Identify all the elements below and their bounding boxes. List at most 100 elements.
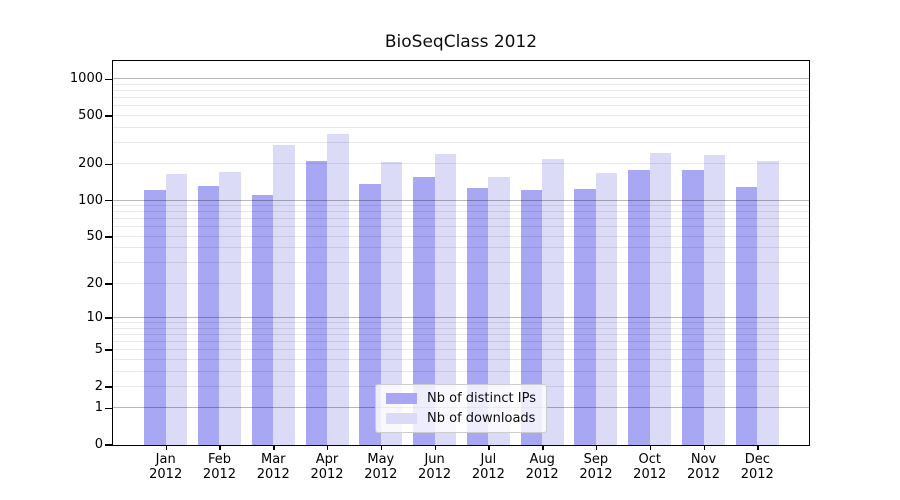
- bar-jul-distinct-ips: [466, 188, 489, 445]
- y-tick-5: [105, 349, 112, 351]
- y-label-100: 100: [78, 192, 103, 208]
- y-tick-0: [105, 444, 112, 446]
- x-label-year: 2012: [471, 467, 505, 482]
- x-label-month: Jan: [155, 452, 176, 467]
- bar-mar-downloads: [273, 144, 295, 445]
- y-tick-20: [105, 283, 112, 285]
- x-label-month: Jul: [480, 452, 497, 467]
- x-label-month: Mar: [260, 452, 286, 467]
- gridline-minor-600: [113, 105, 809, 107]
- gridline-minor-900: [113, 83, 809, 85]
- y-tick-1: [105, 407, 112, 409]
- x-label-year: 2012: [525, 467, 559, 482]
- x-label-jan: Jan 2012: [126, 452, 206, 482]
- x-label-month: Feb: [207, 452, 231, 467]
- y-label-2: 2: [94, 378, 103, 394]
- x-label-jul: Jul 2012: [448, 452, 528, 482]
- x-tick-mar: [273, 445, 275, 450]
- x-tick-dec: [757, 445, 759, 450]
- legend-item-downloads: Nb of downloads: [386, 412, 536, 425]
- x-label-month: Jun: [424, 452, 445, 467]
- x-tick-jul: [488, 445, 490, 450]
- x-label-year: 2012: [418, 467, 452, 482]
- gridline-minor-700: [113, 97, 809, 99]
- x-label-month: Dec: [744, 452, 770, 467]
- gridline-minor-300: [113, 141, 809, 143]
- plot-area: Nb of distinct IPs Nb of downloads: [112, 60, 810, 446]
- chart-title: BioSeqClass 2012: [384, 32, 538, 52]
- x-label-year: 2012: [686, 467, 721, 482]
- legend-swatch-downloads: [386, 413, 418, 424]
- bar-dec-distinct-ips: [735, 186, 758, 445]
- x-tick-sep: [595, 445, 598, 450]
- y-label-10: 10: [86, 310, 103, 326]
- y-tick-200: [105, 163, 112, 165]
- bar-jan-downloads: [165, 174, 188, 445]
- x-tick-jun: [434, 445, 436, 450]
- gridline-major-1000: [113, 78, 809, 80]
- y-label-500: 500: [78, 107, 103, 123]
- y-tick-100: [105, 199, 112, 202]
- bar-oct-downloads: [649, 153, 672, 445]
- x-label-mar: Mar 2012: [233, 452, 313, 482]
- gridline-minor-800: [113, 90, 809, 92]
- x-label-may: May 2012: [341, 452, 421, 482]
- legend: Nb of distinct IPs Nb of downloads: [375, 384, 547, 433]
- x-label-month: Apr: [315, 452, 339, 467]
- x-label-year: 2012: [256, 467, 290, 482]
- y-label-5: 5: [94, 342, 103, 358]
- bar-feb-downloads: [219, 172, 241, 445]
- legend-item-distinct-ips: Nb of distinct IPs: [386, 392, 536, 405]
- y-tick-500: [105, 115, 112, 117]
- legend-label-distinct-ips: Nb of distinct IPs: [427, 391, 536, 406]
- bar-sep-downloads: [595, 173, 618, 445]
- x-label-apr: Apr 2012: [287, 452, 367, 482]
- y-tick-2: [105, 386, 112, 388]
- bar-aug-distinct-ips: [520, 189, 543, 445]
- x-label-year: 2012: [310, 467, 344, 482]
- y-label-50: 50: [86, 228, 103, 244]
- x-label-month: Aug: [529, 452, 555, 467]
- y-tick-50: [105, 236, 112, 238]
- bar-mar-distinct-ips: [251, 195, 274, 445]
- bar-nov-distinct-ips: [682, 169, 704, 445]
- bar-dec-downloads: [757, 161, 779, 445]
- bar-may-distinct-ips: [359, 183, 381, 445]
- x-label-feb: Feb 2012: [179, 452, 259, 482]
- x-tick-jan: [165, 445, 168, 450]
- x-label-year: 2012: [364, 467, 398, 482]
- x-label-dec: Dec 2012: [717, 452, 797, 482]
- y-label-1: 1: [94, 400, 103, 416]
- x-tick-apr: [327, 445, 329, 450]
- bar-aug-downloads: [542, 159, 564, 445]
- bar-nov-downloads: [703, 155, 725, 445]
- x-label-year: 2012: [740, 467, 774, 482]
- y-label-1000: 1000: [69, 71, 103, 87]
- x-label-month: Sep: [583, 452, 609, 467]
- bar-oct-distinct-ips: [628, 169, 650, 445]
- y-label-0: 0: [94, 437, 103, 452]
- bar-apr-downloads: [327, 133, 349, 445]
- bar-feb-distinct-ips: [197, 185, 220, 445]
- bar-may-downloads: [380, 161, 403, 445]
- x-label-month: Nov: [690, 452, 717, 467]
- x-label-nov: Nov 2012: [664, 452, 744, 482]
- x-tick-nov: [703, 445, 705, 450]
- x-label-sep: Sep 2012: [556, 452, 636, 482]
- bar-jun-distinct-ips: [413, 176, 435, 445]
- bar-sep-distinct-ips: [574, 188, 596, 445]
- y-label-200: 200: [78, 156, 103, 172]
- x-label-month: May: [367, 452, 395, 467]
- x-tick-may: [380, 445, 383, 450]
- x-label-year: 2012: [202, 467, 237, 482]
- y-tick-1000: [105, 78, 112, 80]
- gridline-minor-400: [113, 126, 809, 128]
- legend-swatch-distinct-ips: [386, 393, 418, 404]
- x-tick-feb: [219, 445, 221, 450]
- bar-jan-distinct-ips: [144, 190, 166, 445]
- bar-jun-downloads: [434, 153, 457, 445]
- x-label-year: 2012: [149, 467, 183, 482]
- bar-apr-distinct-ips: [305, 160, 328, 445]
- x-label-year: 2012: [579, 467, 613, 482]
